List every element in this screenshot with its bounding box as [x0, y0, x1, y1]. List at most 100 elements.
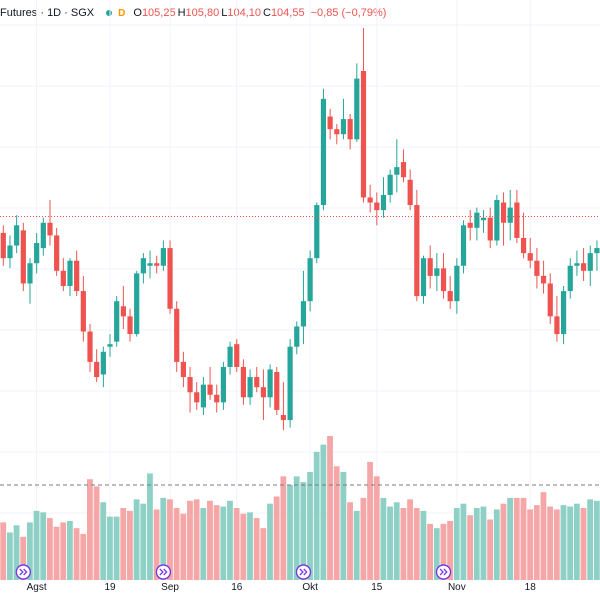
candle-body — [200, 384, 206, 408]
candle-body — [100, 351, 106, 375]
double-chevron-right-icon — [435, 564, 452, 580]
volume-bar — [500, 503, 507, 580]
candle-body — [347, 119, 353, 140]
candle-body — [227, 346, 233, 367]
open-label: O — [133, 7, 142, 19]
candle-body — [214, 394, 220, 403]
volume-bar — [453, 508, 460, 580]
volume-bar — [493, 509, 500, 580]
low-label: L — [221, 7, 228, 19]
candle-body — [427, 258, 433, 276]
volume-bar — [127, 510, 133, 580]
event-marker-chevron — [299, 568, 308, 576]
volume-bar — [287, 484, 293, 580]
volume-bar — [167, 499, 173, 580]
candle-body — [234, 344, 240, 367]
candle-body — [407, 179, 413, 206]
volume-bar — [133, 499, 140, 580]
candle-body — [507, 207, 513, 223]
candle-body — [274, 372, 280, 410]
candle-body — [360, 71, 367, 198]
volume-bar — [333, 466, 340, 580]
candle-body — [500, 202, 507, 223]
volume-bar — [547, 506, 554, 580]
candle-body — [554, 316, 560, 335]
event-marker-chevron — [19, 568, 28, 576]
volume-bar — [353, 510, 360, 580]
candle-body — [560, 291, 567, 335]
volume-bar — [413, 508, 420, 580]
volume-bar — [147, 473, 153, 580]
volume-bar — [520, 497, 527, 580]
volume-bar — [513, 497, 520, 580]
candle-body — [387, 174, 393, 195]
candle-body — [280, 415, 287, 421]
candle-body — [127, 316, 133, 335]
volume-bar — [267, 503, 273, 580]
candle-body — [300, 301, 307, 327]
volume-bar — [260, 528, 267, 580]
candle-body — [480, 217, 487, 221]
candle-body — [460, 225, 467, 266]
candle-body — [60, 270, 66, 286]
candle-body — [567, 265, 573, 292]
candle-body — [587, 253, 593, 271]
candle-body — [94, 361, 100, 378]
change-value: −0,85 (−0,79%) — [310, 7, 387, 19]
candle-body — [474, 212, 480, 228]
volume-bar — [580, 508, 587, 580]
volume-bar — [567, 506, 574, 580]
volume-bar — [193, 499, 200, 580]
candle-body — [374, 202, 380, 211]
volume-bar — [373, 476, 380, 580]
candle-body — [540, 275, 547, 284]
volume-bar — [173, 508, 180, 580]
volume-bar — [233, 508, 240, 580]
chart-overlays — [0, 215, 600, 486]
time-axis[interactable]: Agst 19 Sep 16 Okt 15 Nov 18 — [0, 580, 600, 600]
candle-body — [454, 265, 460, 302]
candle-body — [287, 346, 293, 421]
volume-bar — [393, 502, 400, 580]
interval-badge[interactable]: D — [118, 7, 126, 19]
volume-bar — [26, 522, 33, 580]
candle-body — [194, 392, 200, 403]
volume-bar — [447, 520, 453, 580]
double-chevron-right-icon — [15, 564, 32, 580]
volume-bar — [100, 502, 107, 580]
volume-bar — [307, 472, 313, 580]
volume-bar — [340, 472, 347, 580]
volume-bar — [180, 513, 187, 580]
time-axis-label: Sep — [161, 582, 179, 593]
volume-bar — [0, 522, 7, 580]
candle-body — [180, 361, 186, 378]
candle-body — [534, 260, 540, 276]
volume-bar — [87, 479, 93, 580]
symbol-title[interactable]: Futures · 1D · SGX — [0, 7, 95, 19]
volume-bar — [300, 482, 307, 580]
volume-bar — [347, 502, 353, 580]
candle-body — [160, 248, 166, 266]
candle-body — [34, 243, 40, 264]
candle-body — [74, 260, 80, 292]
volume-bar — [46, 518, 53, 580]
event-markers — [15, 564, 452, 580]
candle-body — [340, 119, 347, 135]
candle-body — [140, 258, 146, 274]
volume-bar — [540, 492, 547, 580]
close-label: C — [262, 7, 271, 19]
candle-body — [414, 205, 420, 297]
candle-body — [494, 200, 500, 241]
candle-body — [174, 308, 180, 362]
time-axis-label: 19 — [104, 582, 116, 593]
volume-bar — [107, 516, 113, 580]
volume-bar — [140, 503, 147, 580]
candle-body — [80, 291, 86, 332]
candle-body — [354, 78, 360, 140]
volume-bar — [67, 520, 73, 580]
candle-body — [420, 258, 427, 297]
candle-body — [574, 263, 580, 266]
volume-bar — [473, 508, 480, 580]
candle-body — [400, 162, 407, 178]
